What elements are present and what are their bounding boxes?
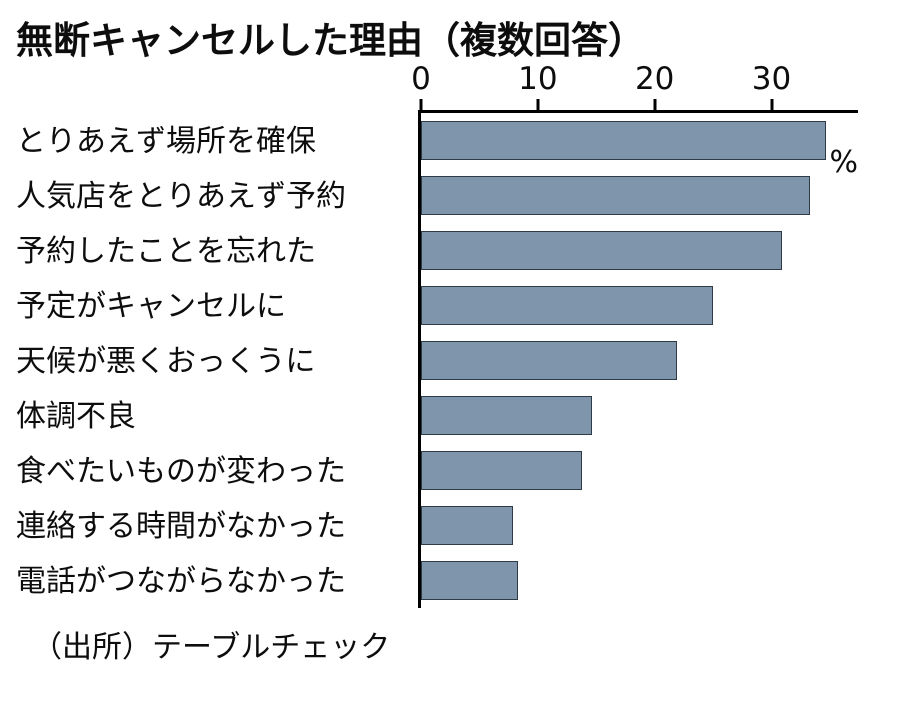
bar-row	[421, 223, 858, 278]
category-label: 体調不良	[16, 398, 136, 434]
bar-row	[421, 333, 858, 388]
x-axis-tick-label: 10	[518, 61, 558, 97]
percent-unit-label: %	[829, 145, 858, 180]
bar-row	[421, 553, 858, 608]
x-axis-tick-label: 30	[751, 61, 792, 97]
category-labels-column: とりあえず場所を確保 人気店をとりあえず予約 予約したことを忘れた 予定がキャンセルに…	[14, 110, 418, 608]
bar	[421, 451, 583, 490]
x-axis-tick-label: 0	[411, 61, 431, 97]
category-label: 連絡する時間がなかった	[16, 508, 346, 544]
x-axis-tick	[653, 99, 657, 110]
bar	[421, 176, 811, 215]
category-label: とりあえず場所を確保	[16, 123, 316, 159]
bar-row	[421, 443, 858, 498]
category-label: 食べたいものが変わった	[16, 453, 346, 489]
chart-title: 無断キャンセルした理由（複数回答）	[16, 19, 645, 62]
bar	[421, 286, 714, 325]
bar-row	[421, 278, 858, 333]
x-axis-tick	[770, 99, 774, 110]
x-axis-tick	[419, 99, 423, 110]
bar-row	[421, 168, 858, 223]
category-label: 天候が悪くおっくうに	[16, 343, 316, 379]
bars-container	[421, 113, 858, 608]
bar-row	[421, 113, 858, 168]
bar	[421, 396, 592, 435]
x-axis-tick	[536, 99, 540, 110]
bar	[421, 341, 677, 380]
category-label: 人気店をとりあえず予約	[16, 178, 346, 214]
plot-area: 0 10 20 30 %	[411, 61, 858, 608]
source-note: （出所）テーブルチェック	[32, 630, 391, 665]
bar	[421, 506, 514, 545]
bar	[421, 231, 783, 270]
category-label: 予定がキャンセルに	[16, 288, 286, 324]
bar	[421, 561, 518, 600]
bar-row	[421, 498, 858, 553]
category-label: 予約したことを忘れた	[16, 233, 316, 269]
x-axis-tick-label: 20	[634, 61, 675, 97]
bar-chart: とりあえず場所を確保 人気店をとりあえず予約 予約したことを忘れた 予定がキャンセルに…	[14, 61, 900, 608]
bar	[421, 121, 827, 160]
bar-row	[421, 388, 858, 443]
category-label: 電話がつながらなかった	[16, 563, 346, 599]
